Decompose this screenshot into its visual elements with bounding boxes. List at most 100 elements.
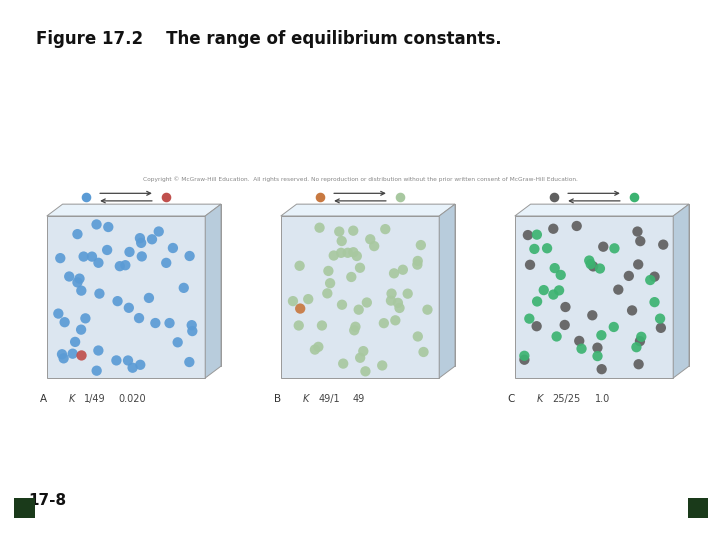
Polygon shape [531, 204, 689, 366]
Point [133, 314, 145, 322]
Point [120, 261, 131, 269]
Point [76, 325, 87, 334]
Point [394, 193, 405, 201]
Point [184, 357, 195, 366]
Point [531, 231, 543, 239]
Point [314, 224, 325, 232]
Point [67, 349, 78, 358]
Point [538, 286, 549, 294]
Point [338, 359, 349, 368]
Point [122, 356, 134, 365]
Point [378, 319, 390, 327]
Text: K: K [302, 394, 309, 404]
Point [657, 240, 669, 249]
Polygon shape [63, 204, 221, 366]
Point [72, 278, 84, 287]
Point [146, 235, 158, 244]
Point [531, 322, 542, 330]
Point [350, 322, 361, 331]
Point [342, 248, 354, 257]
Point [102, 246, 113, 254]
Point [555, 271, 567, 279]
Point [388, 269, 400, 278]
Point [633, 360, 644, 369]
Polygon shape [281, 204, 455, 216]
Point [316, 321, 328, 330]
Text: Figure 17.2    The range of equilibrium constants.: Figure 17.2 The range of equilibrium con… [36, 30, 502, 48]
Point [385, 296, 397, 305]
Point [351, 252, 363, 260]
Point [379, 225, 391, 233]
Point [654, 314, 666, 323]
Point [135, 361, 146, 369]
Point [80, 314, 91, 323]
Point [631, 227, 643, 236]
Point [322, 289, 333, 298]
Text: 1/49: 1/49 [84, 394, 106, 404]
Point [531, 297, 543, 306]
Point [114, 262, 125, 271]
Point [559, 303, 571, 312]
Polygon shape [281, 216, 439, 378]
Point [150, 319, 161, 327]
Point [324, 279, 336, 287]
Point [293, 321, 305, 330]
Point [91, 366, 102, 375]
Point [153, 227, 164, 236]
Point [63, 272, 75, 281]
Point [598, 242, 609, 251]
Point [336, 237, 348, 245]
Text: 17-8: 17-8 [29, 492, 67, 508]
Point [136, 252, 148, 261]
Point [360, 367, 372, 376]
Point [86, 252, 98, 261]
Point [592, 352, 603, 360]
Point [596, 365, 608, 374]
Point [571, 221, 582, 230]
Point [392, 299, 404, 307]
Polygon shape [673, 204, 689, 378]
Point [354, 264, 366, 272]
Point [594, 264, 606, 273]
Point [123, 303, 135, 312]
Point [358, 347, 369, 355]
Point [608, 323, 619, 332]
Point [111, 356, 122, 364]
Point [333, 227, 345, 236]
Text: 25/25: 25/25 [552, 394, 580, 404]
Point [418, 348, 429, 356]
Text: K: K [68, 394, 75, 404]
Polygon shape [515, 216, 673, 378]
Point [72, 230, 84, 239]
Point [336, 300, 348, 309]
Point [81, 193, 92, 201]
Point [541, 244, 553, 253]
Point [348, 226, 359, 235]
Point [518, 355, 530, 364]
Point [626, 306, 638, 315]
Point [353, 305, 364, 314]
Text: 1.0: 1.0 [595, 394, 611, 404]
Point [73, 274, 85, 283]
Point [69, 338, 81, 346]
Point [348, 326, 360, 335]
Point [184, 252, 195, 260]
Point [649, 272, 660, 281]
Polygon shape [47, 216, 205, 378]
Point [178, 284, 189, 292]
Point [559, 321, 570, 329]
Point [58, 354, 69, 363]
Text: B: B [274, 394, 281, 404]
Point [91, 220, 102, 229]
Point [102, 222, 114, 231]
Point [524, 260, 536, 269]
Point [167, 244, 179, 252]
Point [412, 260, 423, 269]
Point [309, 345, 320, 354]
Point [112, 297, 123, 306]
Point [634, 237, 646, 246]
Point [386, 289, 397, 298]
Polygon shape [297, 204, 455, 366]
Point [585, 260, 596, 268]
Point [287, 297, 299, 306]
